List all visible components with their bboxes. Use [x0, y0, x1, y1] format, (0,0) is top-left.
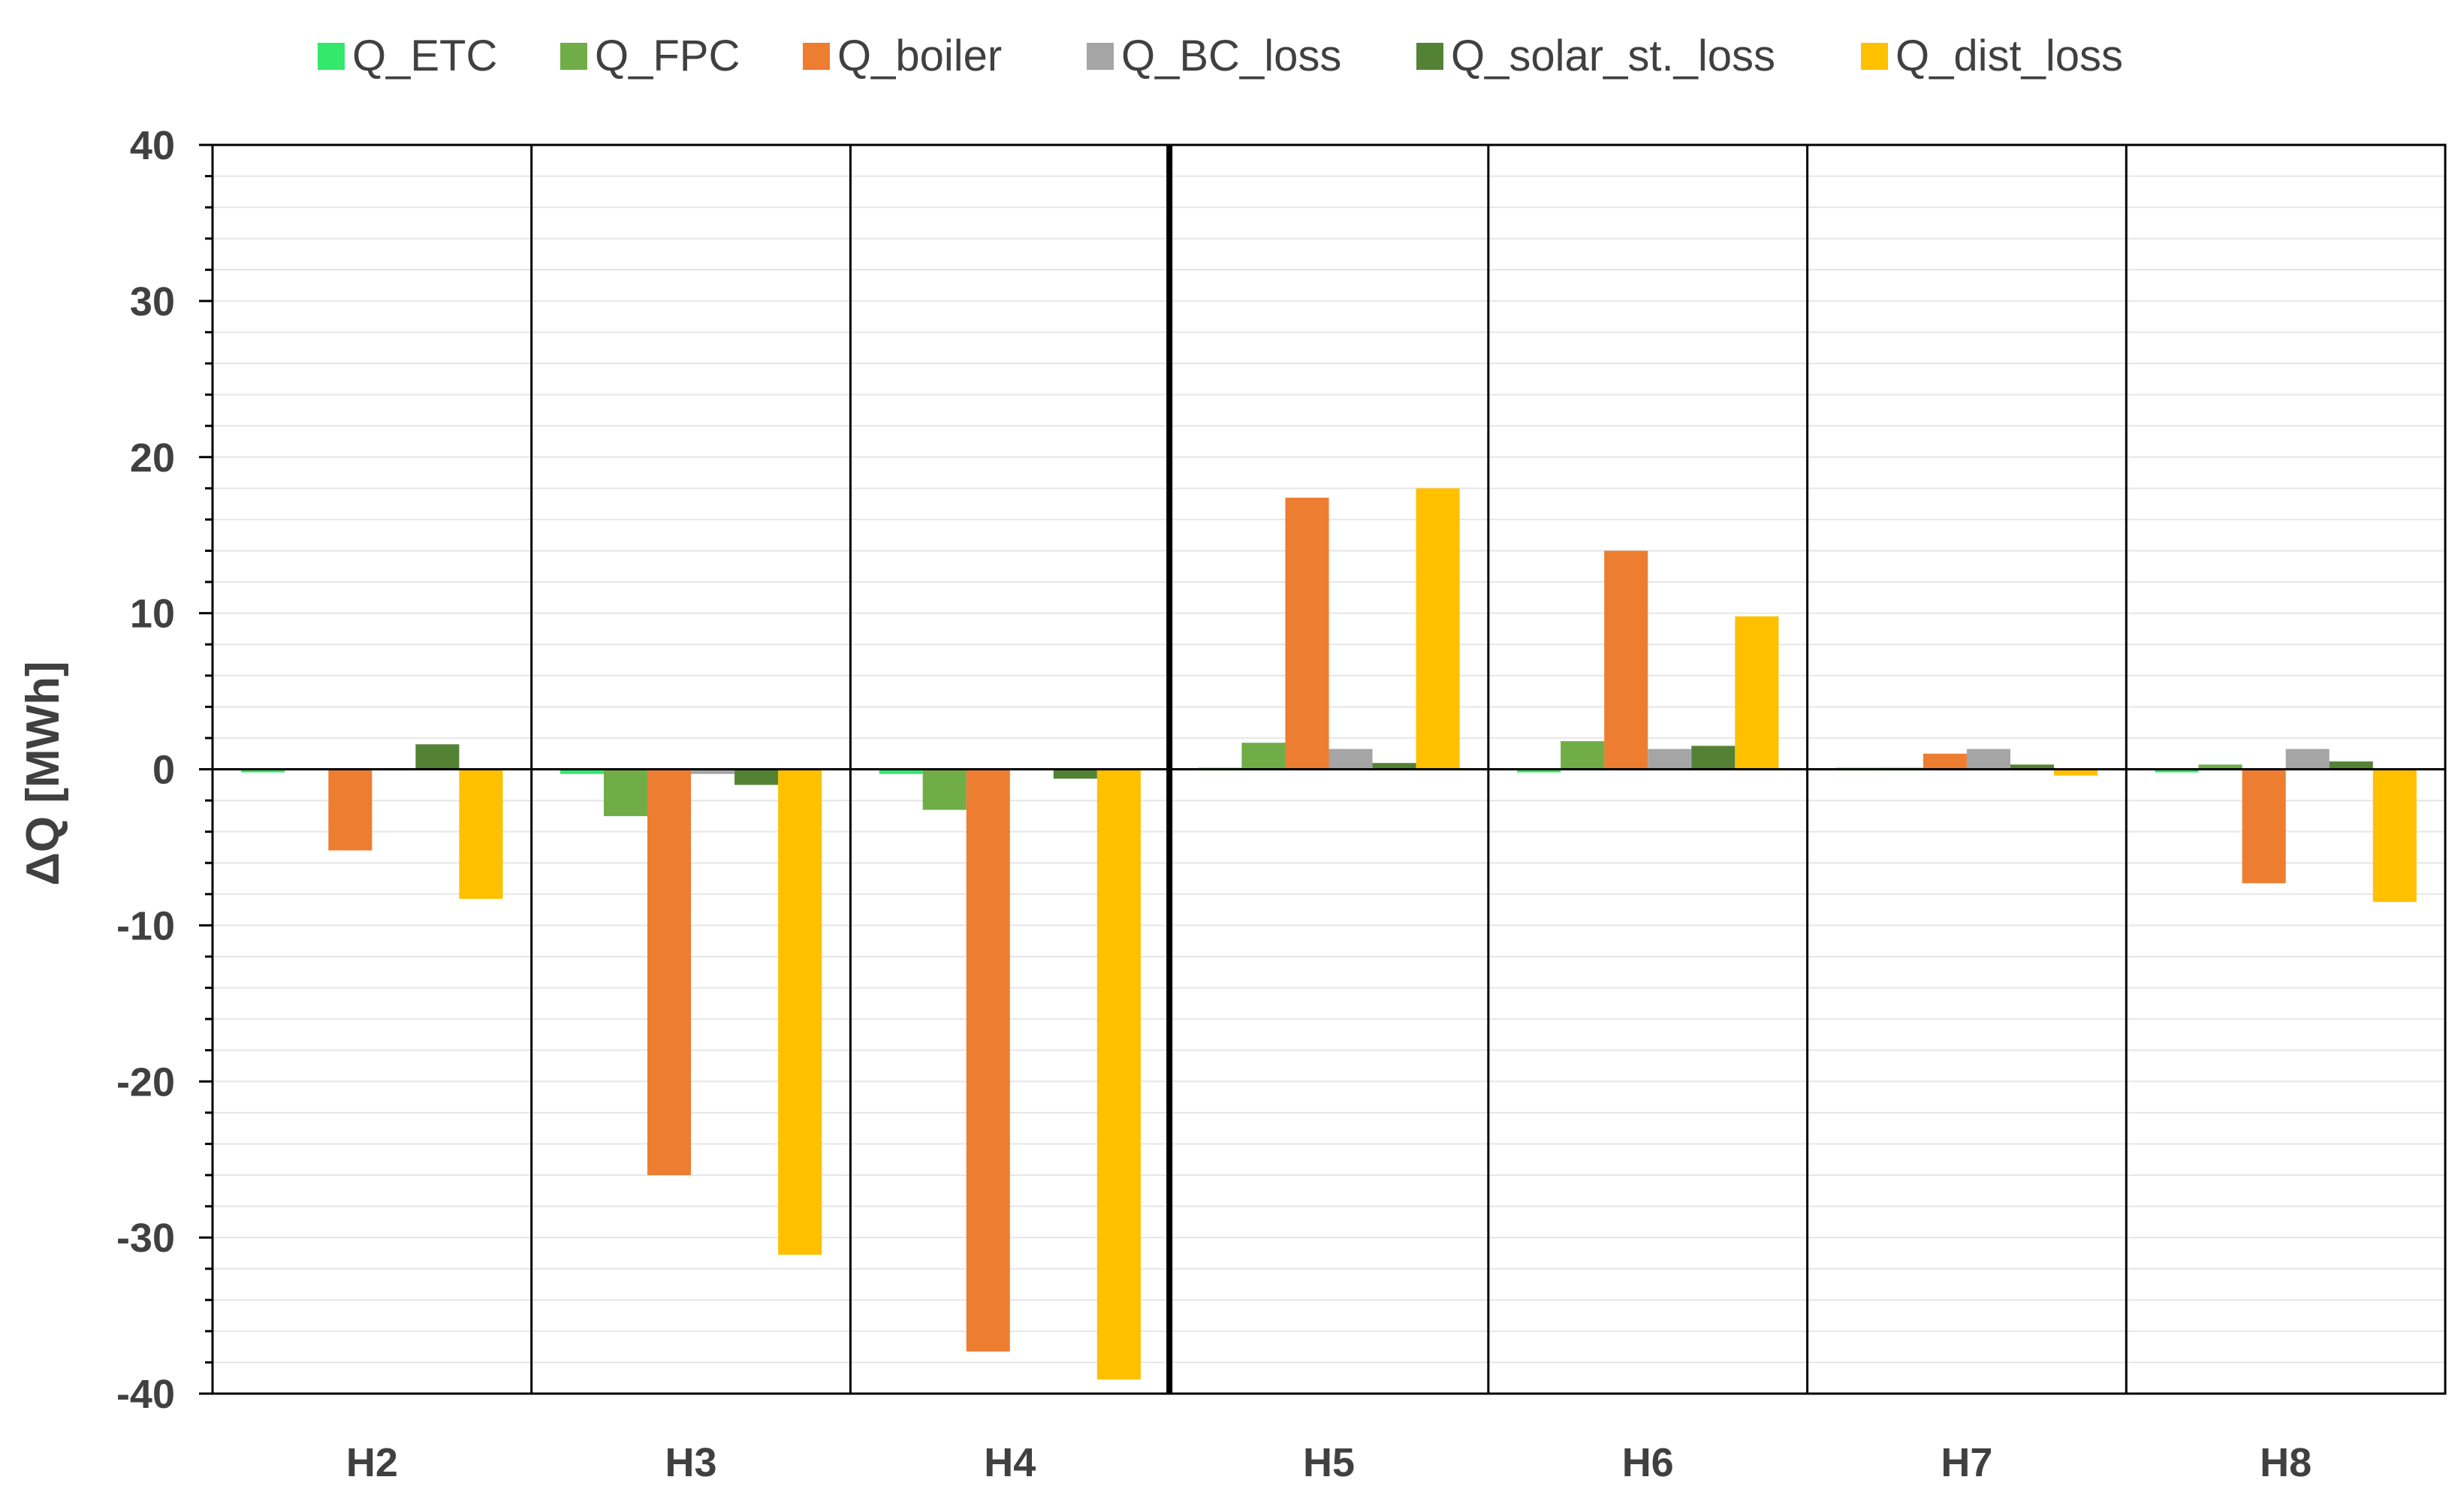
bar-Q_boiler-H5	[1285, 497, 1329, 770]
y-tick-label: -30	[116, 1216, 175, 1261]
bar-Q_boiler-H4	[966, 769, 1010, 1352]
legend-item-Q_ETC: Q_ETC	[318, 32, 497, 80]
legend-swatch	[1416, 43, 1443, 70]
bar-Q_solar_st._loss-H5	[1372, 763, 1416, 770]
bars	[241, 488, 2417, 1380]
bar-Q_dist_loss-H5	[1416, 488, 1460, 770]
category-label: H3	[665, 1440, 717, 1485]
y-tick-label: 0	[152, 748, 175, 793]
bar-Q_ETC-H6	[1517, 769, 1561, 773]
category-label: H6	[1622, 1440, 1674, 1485]
bar-Q_BC_loss-H7	[1966, 749, 2010, 770]
category-label: H2	[346, 1440, 398, 1485]
bar-Q_ETC-H3	[559, 769, 604, 774]
bar-Q_boiler-H2	[328, 769, 372, 851]
bar-Q_dist_loss-H2	[459, 769, 503, 900]
y-axis-title: ΔQ [MWh]	[17, 661, 69, 885]
y-tick-label: -20	[116, 1059, 175, 1105]
bar-Q_ETC-H2	[241, 769, 285, 773]
legend-swatch	[560, 43, 587, 70]
bar-Q_solar_st._loss-H8	[2329, 761, 2373, 770]
bar-Q_boiler-H8	[2242, 769, 2286, 884]
category-label: H7	[1941, 1440, 1992, 1485]
bar-Q_FPC-H8	[2198, 764, 2242, 770]
bar-Q_solar_st._loss-H7	[2010, 764, 2055, 770]
bar-Q_BC_loss-H5	[1329, 749, 1373, 770]
bar-Q_boiler-H6	[1604, 550, 1648, 770]
y-tick-label: 30	[130, 279, 175, 324]
legend-item-Q_boiler: Q_boiler	[803, 32, 1002, 80]
axes	[199, 143, 2447, 1395]
category-label: H5	[1303, 1440, 1355, 1485]
legend-label: Q_boiler	[837, 32, 1002, 80]
bar-Q_solar_st._loss-H4	[1053, 769, 1097, 779]
bar-Q_boiler-H3	[647, 769, 692, 1175]
bar-Q_dist_loss-H6	[1735, 616, 1779, 770]
bar-Q_FPC-H3	[603, 769, 648, 816]
y-tick-label: -10	[116, 903, 175, 948]
bar-Q_solar_st._loss-H3	[734, 769, 779, 785]
bar-Q_FPC-H6	[1561, 741, 1605, 770]
bar-Q_boiler-H7	[1923, 753, 1967, 770]
legend-item-Q_FPC: Q_FPC	[560, 32, 740, 80]
bar-Q_solar_st._loss-H2	[415, 744, 460, 770]
category-label: H8	[2260, 1440, 2312, 1485]
category-labels: H2 H3 H4 H5 H6 H7 H8	[346, 1440, 2312, 1485]
y-tick-label: 20	[130, 436, 175, 481]
bar-Q_BC_loss-H6	[1648, 749, 1692, 770]
bar-Q_FPC-H4	[922, 769, 967, 810]
bar-Q_solar_st._loss-H6	[1691, 746, 1736, 770]
legend: Q_ETC Q_FPC Q_boiler Q_BC_loss Q_solar_st._l…	[318, 32, 2123, 80]
bar-Q_FPC-H5	[1241, 743, 1286, 770]
legend-swatch	[318, 43, 345, 70]
bar-Q_dist_loss-H7	[2054, 769, 2098, 776]
bar-Q_BC_loss-H8	[2285, 749, 2330, 770]
bar-Q_dist_loss-H8	[2372, 769, 2417, 903]
bar-Q_BC_loss-H3	[691, 769, 735, 774]
legend-item-Q_BC_loss: Q_BC_loss	[1087, 32, 1341, 80]
legend-label: Q_BC_loss	[1121, 32, 1341, 80]
bar-Q_dist_loss-H3	[778, 769, 822, 1255]
legend-swatch	[1087, 43, 1114, 70]
y-tick-label: 40	[130, 123, 175, 168]
category-label: H4	[984, 1440, 1036, 1485]
legend-swatch	[1861, 43, 1888, 70]
bar-Q_dist_loss-H4	[1096, 769, 1141, 1380]
y-tick-labels: 40 30 20 10 0 -10 -20 -30 -40	[116, 123, 175, 1417]
legend-swatch	[803, 43, 830, 70]
legend-label: Q_solar_st._loss	[1451, 32, 1775, 80]
y-tick-label: 10	[130, 592, 175, 637]
bar-Q_ETC-H8	[2155, 769, 2199, 773]
legend-label: Q_ETC	[352, 32, 497, 80]
y-tick-label: -40	[116, 1372, 175, 1417]
legend-label: Q_FPC	[595, 32, 740, 80]
bar-Q_ETC-H4	[879, 769, 923, 774]
legend-item-Q_dist_loss: Q_dist_loss	[1861, 32, 2123, 80]
legend-label: Q_dist_loss	[1896, 32, 2123, 80]
legend-item-Q_solar_st._loss: Q_solar_st._loss	[1416, 32, 1775, 80]
